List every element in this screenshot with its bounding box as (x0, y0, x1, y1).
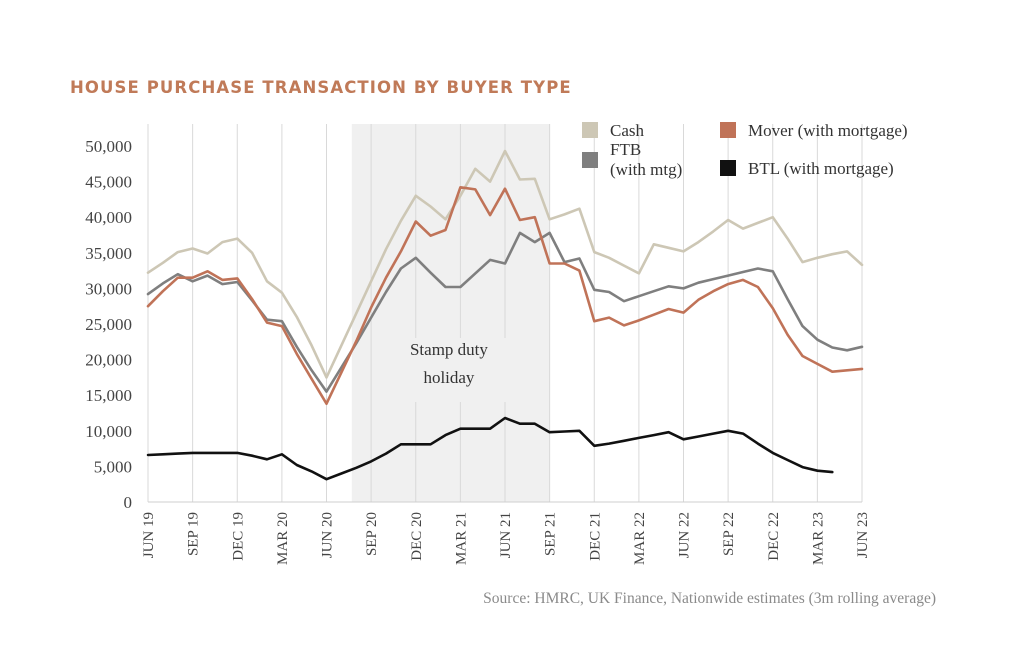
y-tick-label: 30,000 (85, 279, 132, 298)
y-tick-label: 40,000 (85, 208, 132, 227)
y-tick-label: 15,000 (85, 386, 132, 405)
x-tick-label: JUN 19 (141, 512, 157, 558)
gridlines (147, 124, 863, 502)
y-axis-tick-labels: 0 5,000 10,000 15,000 20,000 25,000 30,000 35,0… (85, 137, 132, 512)
x-tick-label: DEC 22 (766, 512, 782, 561)
x-tick-label: MAR 22 (632, 512, 648, 565)
x-tick-label: DEC 19 (230, 512, 246, 561)
x-tick-label: DEC 21 (587, 512, 603, 561)
series-layer (146, 149, 864, 481)
x-tick-label: JUN 21 (498, 512, 514, 558)
annotation-layer: Stamp duty holiday (410, 340, 488, 387)
legend-swatch (582, 152, 598, 168)
x-tick-label: MAR 20 (275, 512, 291, 565)
x-tick-label: DEC 20 (409, 512, 425, 561)
y-tick-label: 10,000 (85, 422, 132, 441)
legend-label: FTB (610, 140, 641, 159)
legend-item-btl-with-mortgage: BTL (with mortgage) (720, 159, 894, 178)
chart-title: HOUSE PURCHASE TRANSACTION BY BUYER TYPE (70, 78, 572, 97)
source-note: Source: HMRC, UK Finance, Nationwide est… (483, 590, 936, 607)
stamp-duty-shaded-region (351, 124, 550, 502)
legend-item-cash: Cash (582, 121, 645, 140)
legend-swatch (582, 122, 598, 138)
x-tick-label: MAR 23 (810, 512, 826, 565)
legend-label: BTL (with mortgage) (748, 159, 894, 178)
x-tick-label: JUN 20 (320, 512, 336, 558)
legend-item-mover-with-mortgage: Mover (with mortgage) (720, 121, 908, 140)
legend-label: (with mtg) (610, 160, 682, 179)
series-line-ftb-with-mtg (146, 231, 864, 393)
y-tick-label: 5,000 (94, 457, 132, 476)
series-line-cash (146, 149, 864, 379)
y-tick-label: 0 (124, 493, 133, 512)
series-line-mover-with-mortgage (146, 186, 864, 406)
x-axis-tick-labels: JUN 19 SEP 19 DEC 19 MAR 20 JUN 20 SEP 20 DEC … (141, 512, 871, 565)
legend-swatch (720, 160, 736, 176)
legend-item-ftb-with-mtg: FTB(with mtg) (582, 140, 682, 179)
y-tick-label: 50,000 (85, 137, 132, 156)
x-tick-label: MAR 21 (453, 512, 469, 565)
legend-swatch (720, 122, 736, 138)
series-line-btl-with-mortgage (146, 416, 834, 481)
x-tick-label: SEP 22 (721, 512, 737, 556)
stamp-duty-annotation: Stamp duty (410, 340, 488, 359)
y-tick-label: 45,000 (85, 173, 132, 192)
x-tick-label: JUN 22 (677, 512, 693, 558)
shaded-region-layer (351, 124, 550, 502)
legend-label: Mover (with mortgage) (748, 121, 908, 140)
y-tick-label: 20,000 (85, 351, 132, 370)
y-tick-label: 35,000 (85, 244, 132, 263)
x-tick-label: SEP 20 (364, 512, 380, 556)
y-tick-label: 25,000 (85, 315, 132, 334)
x-tick-label: SEP 21 (543, 512, 559, 556)
legend-label: Cash (610, 121, 645, 140)
x-tick-label: JUN 23 (855, 512, 871, 558)
x-tick-label: SEP 19 (186, 512, 202, 556)
stamp-duty-annotation: holiday (423, 368, 474, 387)
